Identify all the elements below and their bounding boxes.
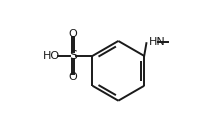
Text: HN: HN bbox=[148, 38, 165, 48]
Text: S: S bbox=[69, 49, 77, 62]
Text: O: O bbox=[69, 29, 77, 39]
Text: O: O bbox=[69, 72, 77, 82]
Text: HO: HO bbox=[43, 51, 60, 61]
